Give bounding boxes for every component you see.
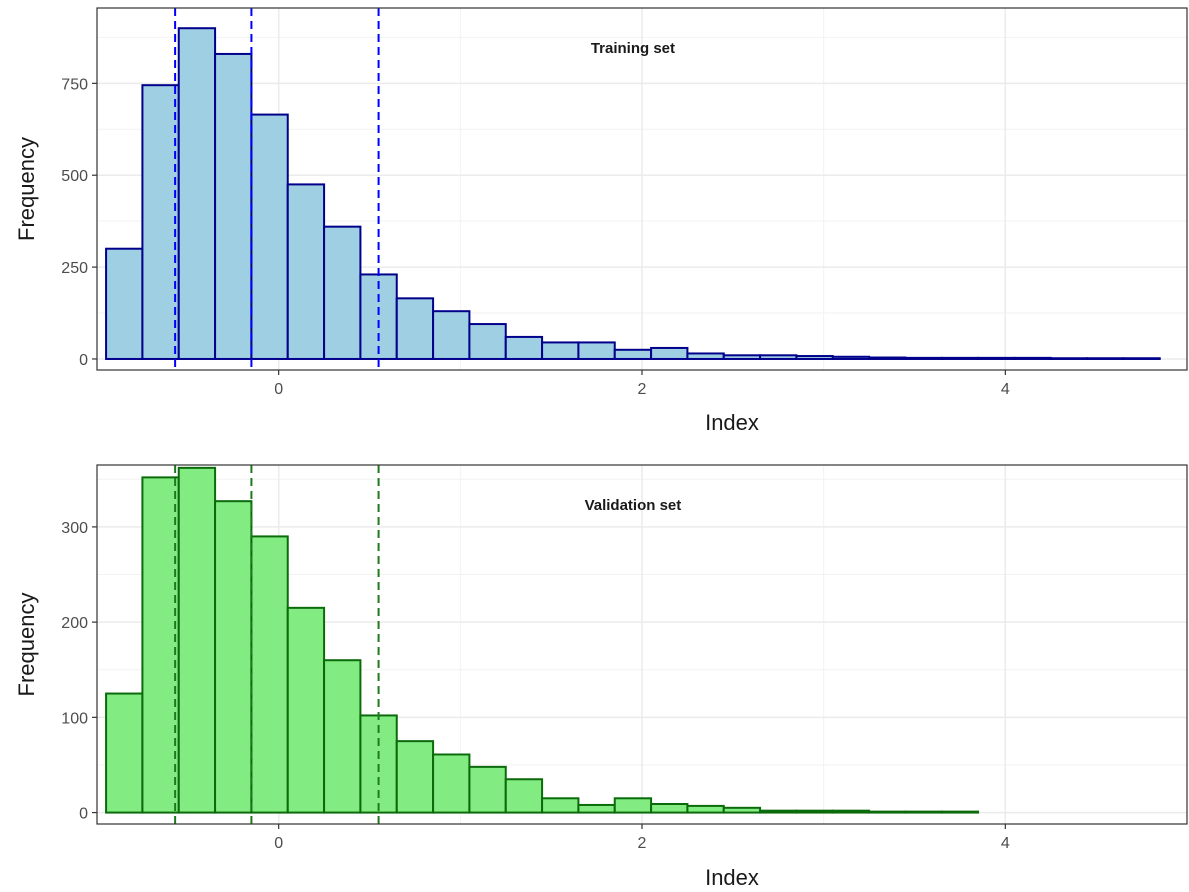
histogram-bar	[250, 113, 289, 360]
x-tick-label: 4	[1001, 835, 1010, 852]
histogram-bar	[541, 341, 580, 360]
histogram-bar	[504, 335, 544, 360]
histogram-bar	[1122, 357, 1161, 360]
histogram-bar	[795, 809, 834, 814]
histogram-bar	[722, 354, 762, 360]
x-tick-label: 0	[274, 381, 283, 398]
histogram-bar	[722, 806, 762, 814]
panel-title: Validation set	[585, 497, 682, 514]
histogram-bar	[468, 765, 507, 814]
histogram-bar	[577, 341, 616, 360]
y-tick-label: 500	[61, 168, 88, 185]
x-tick-label: 0	[274, 835, 283, 852]
histogram-bar	[286, 183, 326, 360]
histogram-bar	[395, 297, 435, 360]
histogram-bar	[286, 606, 326, 814]
y-tick-label: 750	[61, 76, 88, 93]
y-tick-label: 0	[79, 352, 88, 369]
histogram-bar	[795, 355, 834, 360]
histogram-bar	[977, 356, 1016, 360]
validation-set-panel: 0 2 4 0 100 200 300 Validation set Index Frequenc…	[14, 464, 1188, 890]
x-tick-label: 4	[1001, 381, 1010, 398]
histogram-bar	[577, 803, 616, 814]
histogram-bar	[1013, 356, 1052, 360]
histogram-bar	[940, 356, 980, 360]
histogram-bar	[686, 352, 725, 360]
histogram-bar	[650, 346, 689, 360]
histogram-bar	[395, 740, 435, 814]
histogram-bar	[759, 354, 798, 360]
x-axis-title: Index	[705, 865, 759, 890]
panel-title: Training set	[591, 40, 675, 57]
y-tick-label: 300	[61, 520, 88, 537]
histogram-bar	[868, 356, 907, 360]
x-tick-label: 2	[638, 835, 647, 852]
histogram-bar	[613, 348, 653, 360]
histogram-bar	[868, 810, 907, 814]
x-axis-title: Index	[705, 410, 759, 435]
x-tick-label: 2	[638, 381, 647, 398]
histogram-bar	[105, 692, 144, 814]
histogram-bar	[904, 356, 943, 360]
histogram-bar	[904, 810, 943, 814]
histogram-bar	[940, 810, 980, 814]
histogram-bar	[214, 500, 253, 814]
histogram-bar	[177, 466, 217, 814]
histogram-bar	[831, 355, 871, 360]
y-tick-label: 250	[61, 260, 88, 277]
histogram-bar	[141, 84, 180, 360]
training-set-panel: 0 2 4 0 250 500 750 Training set Index Frequency	[14, 7, 1188, 435]
y-axis-title: Frequency	[14, 137, 39, 241]
histogram-bar	[323, 225, 362, 360]
y-tick-label: 200	[61, 615, 88, 632]
histogram-bar	[686, 804, 725, 814]
y-axis-title: Frequency	[14, 593, 39, 697]
y-tick-label: 100	[61, 710, 88, 727]
histogram-bar	[214, 52, 253, 360]
histogram-bar	[1086, 357, 1125, 360]
histogram-bar	[1049, 357, 1089, 360]
histogram-bar	[468, 323, 507, 360]
y-tick-label: 0	[79, 806, 88, 823]
histogram-bar	[613, 797, 653, 814]
histogram-bar	[432, 753, 471, 814]
histogram-bar	[177, 27, 217, 360]
histogram-bar	[432, 310, 471, 360]
histogram-bar	[650, 803, 689, 814]
histogram-bar	[831, 809, 871, 814]
histogram-bar	[141, 476, 180, 814]
histogram-bar	[541, 797, 580, 814]
histogram-bar	[504, 778, 544, 814]
histogram-bar	[759, 809, 798, 814]
histogram-bar	[323, 659, 362, 814]
histogram-bar	[250, 535, 289, 814]
histogram-bar	[105, 247, 144, 360]
